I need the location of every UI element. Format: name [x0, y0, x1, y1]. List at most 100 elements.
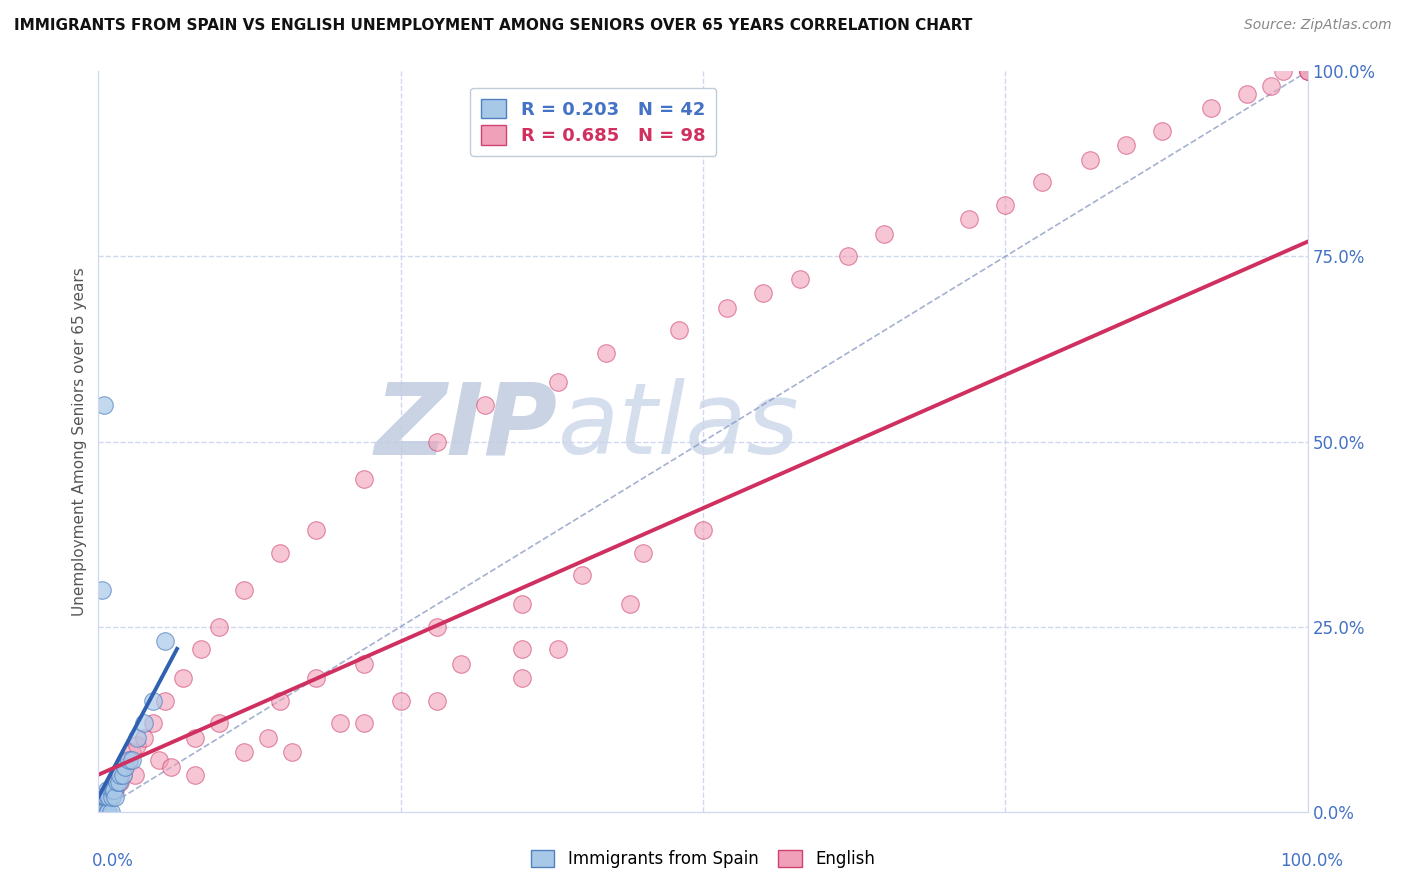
Point	[108, 775, 131, 789]
Point	[111, 767, 134, 781]
Point	[91, 789, 114, 804]
Point	[619, 598, 641, 612]
Point	[98, 789, 121, 804]
Point	[105, 775, 128, 789]
Point	[389, 694, 412, 708]
Point	[1115, 138, 1137, 153]
Point	[1031, 175, 1053, 190]
Point	[87, 805, 110, 819]
Point	[104, 782, 127, 797]
Point	[87, 805, 110, 819]
Point	[510, 641, 533, 656]
Point	[172, 672, 194, 686]
Point	[692, 524, 714, 538]
Point	[93, 805, 115, 819]
Point	[108, 775, 131, 789]
Point	[100, 805, 122, 819]
Point	[91, 805, 114, 819]
Point	[104, 789, 127, 804]
Point	[91, 582, 114, 597]
Point	[510, 598, 533, 612]
Point	[114, 760, 136, 774]
Point	[96, 805, 118, 819]
Point	[100, 782, 122, 797]
Point	[93, 805, 115, 819]
Point	[89, 805, 111, 819]
Point	[873, 227, 896, 242]
Point	[87, 805, 110, 819]
Point	[87, 805, 110, 819]
Point	[426, 694, 449, 708]
Point	[305, 524, 328, 538]
Point	[1296, 64, 1319, 78]
Point	[97, 805, 120, 819]
Text: 0.0%: 0.0%	[91, 852, 134, 870]
Point	[134, 715, 156, 730]
Point	[87, 805, 110, 819]
Point	[103, 782, 125, 797]
Point	[1152, 123, 1174, 137]
Point	[94, 789, 117, 804]
Point	[90, 805, 112, 819]
Legend: R = 0.203   N = 42, R = 0.685   N = 98: R = 0.203 N = 42, R = 0.685 N = 98	[470, 87, 716, 155]
Point	[93, 805, 115, 819]
Point	[91, 805, 114, 819]
Point	[184, 767, 207, 781]
Point	[190, 641, 212, 656]
Point	[87, 805, 110, 819]
Point	[716, 301, 738, 316]
Point	[118, 753, 141, 767]
Point	[571, 567, 593, 582]
Point	[329, 715, 352, 730]
Point	[142, 715, 165, 730]
Point	[121, 746, 143, 760]
Point	[957, 212, 980, 227]
Legend: Immigrants from Spain, English: Immigrants from Spain, English	[524, 843, 882, 875]
Point	[127, 738, 149, 752]
Point	[87, 805, 110, 819]
Point	[281, 746, 304, 760]
Point	[232, 746, 254, 760]
Point	[153, 634, 176, 648]
Point	[474, 398, 496, 412]
Point	[91, 805, 114, 819]
Point	[87, 805, 110, 819]
Point	[100, 789, 122, 804]
Point	[547, 641, 569, 656]
Text: 100.0%: 100.0%	[1279, 852, 1343, 870]
Point	[269, 546, 291, 560]
Point	[91, 805, 114, 819]
Point	[93, 805, 115, 819]
Point	[101, 782, 124, 797]
Point	[87, 805, 110, 819]
Point	[142, 694, 165, 708]
Point	[97, 789, 120, 804]
Point	[1296, 64, 1319, 78]
Point	[121, 753, 143, 767]
Point	[353, 715, 375, 730]
Point	[91, 789, 114, 804]
Point	[98, 789, 121, 804]
Point	[97, 789, 120, 804]
Point	[94, 789, 117, 804]
Point	[89, 805, 111, 819]
Point	[93, 805, 115, 819]
Point	[1260, 79, 1282, 94]
Point	[111, 767, 134, 781]
Point	[90, 805, 112, 819]
Point	[208, 715, 231, 730]
Point	[153, 694, 176, 708]
Point	[96, 782, 118, 797]
Point	[89, 805, 111, 819]
Text: atlas: atlas	[558, 378, 800, 475]
Point	[114, 760, 136, 774]
Point	[96, 789, 118, 804]
Point	[90, 805, 112, 819]
Point	[256, 731, 278, 745]
Point	[89, 805, 111, 819]
Point	[450, 657, 472, 671]
Point	[1199, 102, 1222, 116]
Point	[134, 731, 156, 745]
Point	[148, 753, 170, 767]
Point	[232, 582, 254, 597]
